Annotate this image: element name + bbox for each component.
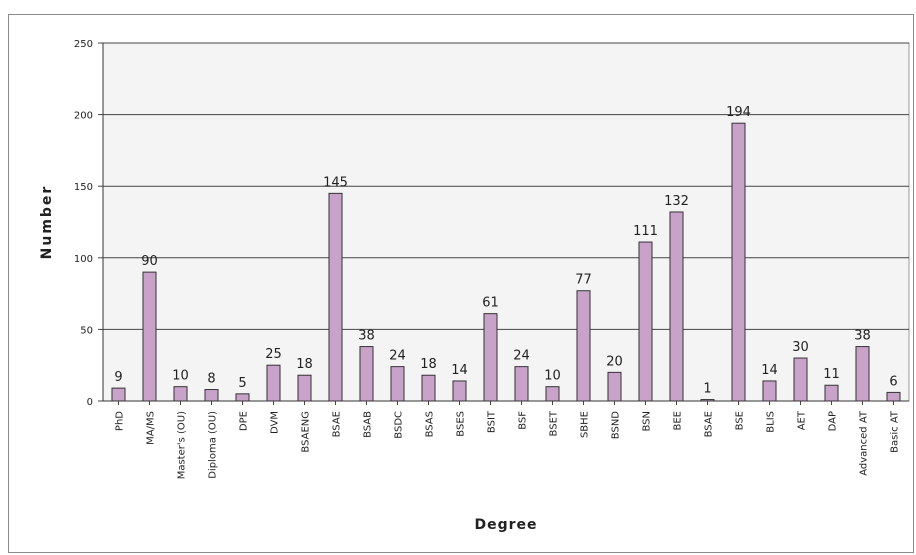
data-label: 1 [703, 382, 711, 397]
bar [607, 371, 622, 402]
data-label: 14 [451, 363, 468, 378]
y-tick-label: 250 [74, 39, 93, 50]
x-category-label: BSAENG [301, 411, 312, 453]
bar [111, 387, 126, 402]
y-tick-label: 150 [74, 182, 93, 193]
bar [328, 192, 343, 402]
data-label: 11 [823, 367, 840, 382]
x-category-label: DAP [828, 411, 839, 431]
data-label: 9 [114, 370, 122, 385]
bar [421, 374, 436, 402]
data-label: 111 [633, 224, 658, 239]
x-category-label: PhD [115, 411, 126, 431]
data-label: 6 [889, 374, 897, 389]
bar [142, 271, 157, 402]
data-label: 20 [606, 354, 623, 369]
data-label: 145 [323, 175, 348, 190]
x-category-label: BEE [673, 411, 684, 431]
data-label: 5 [238, 376, 246, 391]
x-category-label: BSES [456, 411, 467, 437]
bar [266, 364, 281, 402]
data-label: 14 [761, 363, 778, 378]
x-category-label: Master's (OU) [177, 411, 188, 479]
data-label: 10 [544, 369, 561, 384]
bar [793, 357, 808, 402]
x-category-label: BSN [642, 411, 653, 432]
x-category-label: Advanced AT [859, 410, 870, 476]
x-category-label: Basic AT [890, 410, 901, 453]
data-label: 24 [513, 349, 530, 364]
x-category-label: MA/MS [146, 411, 157, 445]
x-category-label: BSAB [363, 411, 374, 438]
bar [452, 380, 467, 402]
chart-frame: 9 90 10 8 5 25 18 145 38 24 18 14 61 24 10 77 20 111 132 1 1… [8, 14, 914, 553]
data-label: 132 [664, 194, 689, 209]
y-axis-ticks: 0 50 100 150 200 250 [74, 39, 103, 408]
data-label: 24 [389, 349, 406, 364]
data-label: 77 [575, 273, 592, 288]
data-label: 194 [726, 105, 751, 120]
bar [173, 386, 188, 402]
gridlines [103, 42, 909, 330]
bar [359, 346, 374, 402]
x-category-label: BLIS [766, 411, 777, 433]
bar [235, 393, 250, 402]
x-axis-categories: PhD MA/MS Master's (OU) Diploma (OU) DPE DVM B… [115, 401, 901, 479]
bar [762, 380, 777, 402]
x-category-label: Diploma (OU) [208, 411, 219, 479]
bars [111, 122, 901, 402]
plot-area [102, 42, 910, 402]
x-category-label: BSDC [394, 411, 405, 439]
data-label: 38 [854, 329, 871, 344]
bar [669, 211, 684, 402]
x-category-label: BSIT [487, 410, 498, 433]
y-tick-label: 200 [74, 111, 93, 122]
y-tick-label: 0 [87, 397, 93, 408]
bar [638, 241, 653, 402]
x-category-label: BSE [735, 411, 746, 430]
data-label: 18 [420, 357, 437, 372]
data-label: 10 [172, 369, 189, 384]
x-category-label: BSET [549, 410, 560, 436]
bar [731, 122, 746, 402]
data-label: 30 [792, 340, 809, 355]
x-category-label: BSND [611, 411, 622, 440]
bar [514, 366, 529, 402]
data-label: 61 [482, 296, 499, 311]
data-label: 18 [296, 357, 313, 372]
y-tick-label: 100 [74, 254, 93, 265]
x-category-label: BSAE [704, 411, 715, 437]
data-label: 90 [141, 254, 158, 269]
y-axis-title: Number [39, 185, 55, 260]
data-label: 8 [207, 372, 215, 387]
bar [545, 386, 560, 402]
y-tick-label: 50 [80, 325, 93, 336]
x-category-label: SBHE [580, 411, 591, 438]
bar [204, 389, 219, 402]
bar [390, 366, 405, 402]
data-label: 38 [358, 329, 375, 344]
bar [483, 313, 498, 402]
bar [576, 290, 591, 402]
x-axis-title: Degree [474, 517, 537, 533]
bar [297, 374, 312, 402]
x-category-label: BSAE [332, 411, 343, 437]
x-category-label: BSF [518, 411, 529, 430]
bar [824, 384, 839, 402]
bar [886, 391, 901, 402]
x-category-label: AET [797, 410, 808, 430]
x-category-label: BSAS [425, 411, 436, 437]
x-category-label: DVM [270, 411, 281, 434]
x-category-label: DPE [239, 411, 250, 431]
data-label: 25 [265, 347, 282, 362]
bar [855, 346, 870, 402]
